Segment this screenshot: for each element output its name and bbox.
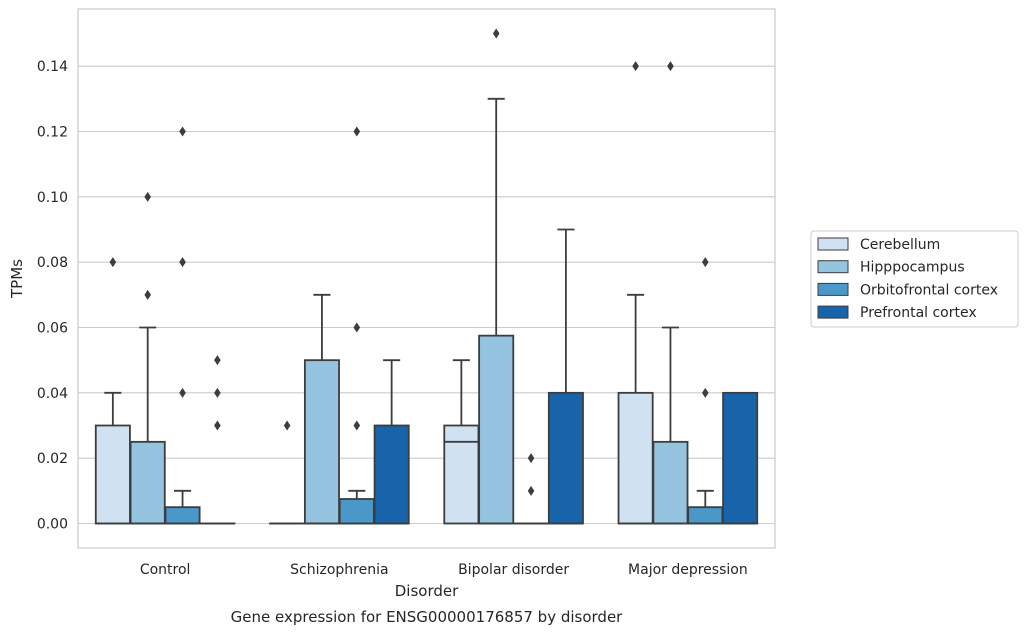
box xyxy=(478,28,515,525)
y-tick-label: 0.02 xyxy=(37,451,68,467)
x-tick-label: Schizophrenia xyxy=(290,562,388,578)
box xyxy=(547,228,584,525)
legend-label: Prefrontal cortex xyxy=(860,305,977,321)
legend-swatch xyxy=(817,237,849,251)
box xyxy=(617,61,654,525)
x-tick-label: Bipolar disorder xyxy=(458,562,569,578)
legend-swatch xyxy=(817,282,849,296)
box xyxy=(164,126,201,525)
outlier-point xyxy=(353,420,361,431)
outlier-point xyxy=(179,126,186,137)
legend: Cerebellum Hipppocampus Orbitofrontal cort… xyxy=(810,230,1019,328)
box xyxy=(129,191,166,525)
outlier-point xyxy=(702,387,709,398)
chart-title: Gene expression for ENSG00000176857 by d… xyxy=(231,608,624,626)
box-body xyxy=(617,391,654,525)
legend-item: Prefrontal cortex xyxy=(817,305,977,321)
grid-lines xyxy=(78,65,775,525)
legend-label: Cerebellum xyxy=(860,237,940,253)
y-tick-label: 0.04 xyxy=(37,386,68,402)
box xyxy=(303,293,340,525)
y-axis-ticks: 0.00 0.02 0.04 0.06 0.08 0.10 0.12 0.14 xyxy=(37,59,68,532)
outlier-point xyxy=(527,453,535,464)
legend-label: Hipppocampus xyxy=(860,260,965,276)
series-orbitofrontal-cortex xyxy=(164,126,724,525)
outlier-point xyxy=(283,420,291,431)
outlier-point xyxy=(632,61,639,72)
box xyxy=(722,391,759,525)
box xyxy=(687,257,724,525)
y-axis-label: TPMs xyxy=(8,259,26,299)
series-hipppocampus xyxy=(129,28,689,525)
box-body xyxy=(129,440,166,525)
series-prefrontal-cortex xyxy=(199,228,759,525)
box-body xyxy=(547,391,584,525)
box xyxy=(94,257,131,525)
box-body xyxy=(303,359,340,525)
outlier-point xyxy=(179,387,186,398)
legend-item: Orbitofrontal cortex xyxy=(817,282,998,298)
x-tick-label: Major depression xyxy=(628,562,748,578)
y-tick-label: 0.10 xyxy=(37,190,68,206)
outlier-point xyxy=(144,289,151,300)
box xyxy=(199,355,236,525)
y-tick-label: 0.08 xyxy=(37,255,68,271)
x-axis-ticks: Control Schizophrenia Bipolar disorder Majo… xyxy=(140,562,748,578)
x-tick-label: Control xyxy=(140,562,191,578)
box-body xyxy=(652,440,689,525)
box-body xyxy=(373,424,410,525)
box-plot-series xyxy=(94,28,759,525)
legend-swatch xyxy=(817,260,849,274)
box xyxy=(373,359,410,525)
outlier-point xyxy=(702,257,709,268)
outlier-point xyxy=(144,191,151,202)
outlier-point xyxy=(353,322,361,333)
outlier-point xyxy=(179,257,186,268)
y-tick-label: 0.14 xyxy=(37,59,68,75)
y-tick-label: 0.06 xyxy=(37,321,68,337)
outlier-point xyxy=(353,126,361,137)
legend-frame xyxy=(810,230,1019,328)
outlier-point xyxy=(214,387,221,398)
outlier-point xyxy=(667,61,674,72)
y-tick-label: 0.00 xyxy=(37,517,68,533)
box-body xyxy=(94,424,131,525)
legend-swatch xyxy=(817,305,849,319)
series-cerebellum xyxy=(94,61,654,525)
plot-frame xyxy=(77,8,776,549)
box-body xyxy=(478,334,515,525)
legend-item: Cerebellum xyxy=(817,237,940,253)
outlier-point xyxy=(492,28,500,39)
box xyxy=(513,453,550,525)
box xyxy=(338,126,375,525)
legend-item: Hipppocampus xyxy=(817,260,965,276)
box xyxy=(443,359,480,525)
outlier-point xyxy=(527,485,535,496)
box-body xyxy=(164,506,201,525)
y-tick-label: 0.12 xyxy=(37,125,68,141)
box-body xyxy=(338,498,375,525)
outlier-point xyxy=(109,257,117,268)
box xyxy=(652,61,689,525)
box-body xyxy=(722,391,759,525)
box-body xyxy=(687,506,724,525)
box-body xyxy=(443,424,480,525)
box xyxy=(269,420,306,525)
outlier-point xyxy=(214,355,221,366)
x-axis-label: Disorder xyxy=(395,582,459,600)
legend-label: Orbitofrontal cortex xyxy=(860,282,998,298)
outlier-point xyxy=(214,420,221,431)
